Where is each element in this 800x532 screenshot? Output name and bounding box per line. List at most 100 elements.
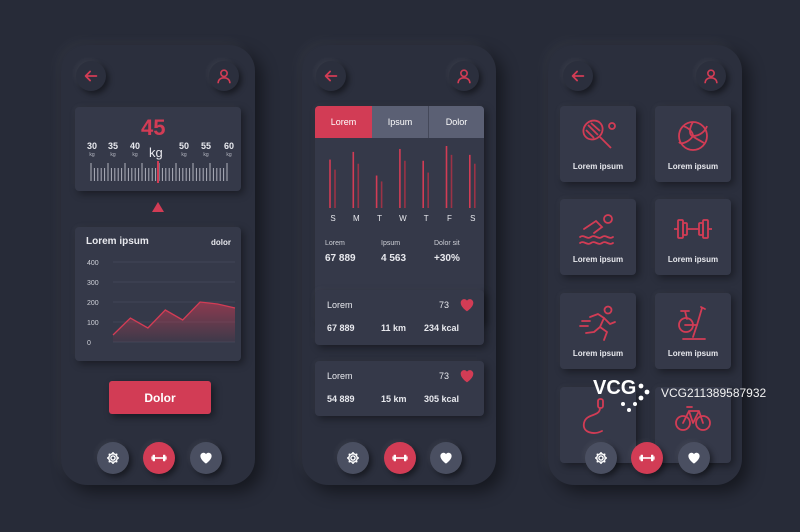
heart-icon [200, 452, 212, 464]
heart-rate-value: 73 [439, 371, 450, 381]
day-label: T [423, 214, 429, 223]
workout-nav-button[interactable] [631, 442, 663, 474]
scale-tick-unit: kg [89, 152, 95, 158]
scale-tick-value: 50 [178, 141, 189, 151]
chart-title: Lorem ipsum [86, 236, 149, 247]
phone-screen-activities: Lorem ipsum Lorem ipsum Lorem ipsum Lore… [548, 45, 742, 485]
tab-dolor[interactable]: Dolor [429, 106, 484, 138]
stat-label: Ipsum [381, 240, 401, 247]
day-label: W [399, 214, 407, 223]
dumbbell-icon [392, 454, 408, 462]
workout-nav-button[interactable] [384, 442, 416, 474]
volleyball-icon [678, 121, 708, 151]
heart-rate-value: 73 [439, 300, 450, 310]
tile-label: Lorem ipsum [572, 255, 624, 264]
back-button[interactable] [76, 61, 106, 91]
scale-tick-unit: kg [181, 152, 187, 158]
stat-value: 4 563 [381, 253, 407, 264]
watermark-text: VCG211389587932 [661, 386, 767, 400]
settings-nav-button[interactable] [97, 442, 129, 474]
activity-tile-weights[interactable]: Lorem ipsum [655, 199, 731, 275]
weekly-stats-card: Lorem Ipsum Dolor S M T W T F S Lorem 67 889 Ips… [315, 106, 484, 324]
settings-nav-button[interactable] [585, 442, 617, 474]
day-label: F [447, 214, 452, 223]
y-tick-label: 0 [87, 340, 91, 347]
back-button[interactable] [316, 61, 346, 91]
workout-nav-button[interactable] [143, 442, 175, 474]
tab-lorem[interactable]: Lorem [315, 106, 372, 138]
tile-label: Lorem ipsum [572, 162, 624, 171]
jump-rope-icon [582, 398, 604, 434]
chart-series-label: dolor [211, 238, 231, 247]
weekly-bar-chart [329, 146, 476, 208]
calories-value: 234 kcal [424, 323, 460, 333]
weight-value: 45 [141, 115, 166, 140]
weight-scale-card: 45 kg 30 kg 35 kg 40 kg 50 kg 55 kg 60 kg [75, 107, 241, 191]
scale-tick-value: 30 [86, 141, 97, 151]
profile-button[interactable] [209, 61, 239, 91]
tab-ipsum[interactable]: Ipsum [372, 106, 429, 138]
tile-label: Lorem ipsum [667, 349, 719, 358]
user-icon [457, 69, 471, 84]
day-label: S [330, 214, 336, 223]
calories-value: 305 kcal [424, 394, 460, 404]
distance-value: 15 km [381, 394, 407, 404]
watermark-logo-text: VCG [593, 377, 636, 399]
scale-tick-value: 40 [129, 141, 140, 151]
weight-scale-ruler[interactable] [89, 161, 229, 185]
tile-label: Lorem ipsum [667, 255, 719, 264]
stat-value: +30% [434, 253, 460, 264]
heart-icon [460, 370, 474, 383]
day-label: S [470, 214, 476, 223]
steps-value: 67 889 [327, 323, 355, 333]
tile-label: Lorem ipsum [572, 349, 624, 358]
activity-tile-tennis[interactable]: Lorem ipsum [560, 106, 636, 182]
settings-nav-button[interactable] [337, 442, 369, 474]
dumbbell-icon [674, 219, 712, 239]
activity-tile-swimming[interactable]: Lorem ipsum [560, 199, 636, 275]
profile-button[interactable] [696, 61, 726, 91]
gear-icon [347, 452, 359, 464]
activity-tile-exercise-bike[interactable]: Lorem ipsum [655, 293, 731, 369]
y-tick-label: 200 [87, 300, 99, 307]
triangle-pointer-icon [152, 202, 164, 212]
dumbbell-icon [639, 454, 655, 462]
steps-value: 54 889 [327, 394, 355, 404]
area-fill [113, 302, 235, 342]
vcg-watermark-logo: VCG [593, 377, 650, 412]
activity-tile-volleyball[interactable]: Lorem ipsum [655, 106, 731, 182]
stat-value: 67 889 [325, 253, 356, 264]
tile-label: Lorem ipsum [667, 162, 719, 171]
weight-unit: kg [149, 145, 163, 160]
scale-tick-value: 60 [223, 141, 234, 151]
day-label: M [352, 214, 360, 223]
user-icon [704, 69, 718, 84]
back-button[interactable] [563, 61, 593, 91]
stat-label: Dolor sit [434, 240, 460, 247]
favorites-nav-button[interactable] [190, 442, 222, 474]
heart-icon [460, 299, 474, 312]
weight-chart-card: Lorem ipsum dolor 400 300 200 100 0 [75, 227, 241, 361]
stat-label: Lorem [325, 240, 345, 247]
scale-tick-unit: kg [132, 152, 138, 158]
profile-button[interactable] [449, 61, 479, 91]
y-tick-label: 300 [87, 280, 99, 287]
workout-card[interactable]: Lorem 73 54 889 15 km 305 kcal [315, 361, 484, 416]
favorites-nav-button[interactable] [678, 442, 710, 474]
gear-icon [107, 452, 119, 464]
tennis-racket-icon [582, 119, 616, 149]
arrow-left-icon [571, 70, 585, 82]
scale-tick-value: 35 [107, 141, 118, 151]
heart-icon [688, 452, 700, 464]
swimming-icon [579, 214, 614, 245]
activity-tile-running[interactable]: Lorem ipsum [560, 293, 636, 369]
y-tick-label: 400 [87, 260, 99, 267]
workout-card[interactable]: Lorem 73 67 889 11 km 234 kcal [315, 290, 484, 345]
exercise-bike-icon [678, 306, 706, 340]
scale-tick-unit: kg [226, 152, 232, 158]
dolor-button[interactable]: Dolor [109, 381, 211, 414]
arrow-left-icon [84, 70, 98, 82]
phone-screen-weight: 45 kg 30 kg 35 kg 40 kg 50 kg 55 kg 60 kg Lorem ips… [61, 45, 255, 485]
favorites-nav-button[interactable] [430, 442, 462, 474]
area-chart: 400 300 200 100 0 [87, 260, 236, 347]
